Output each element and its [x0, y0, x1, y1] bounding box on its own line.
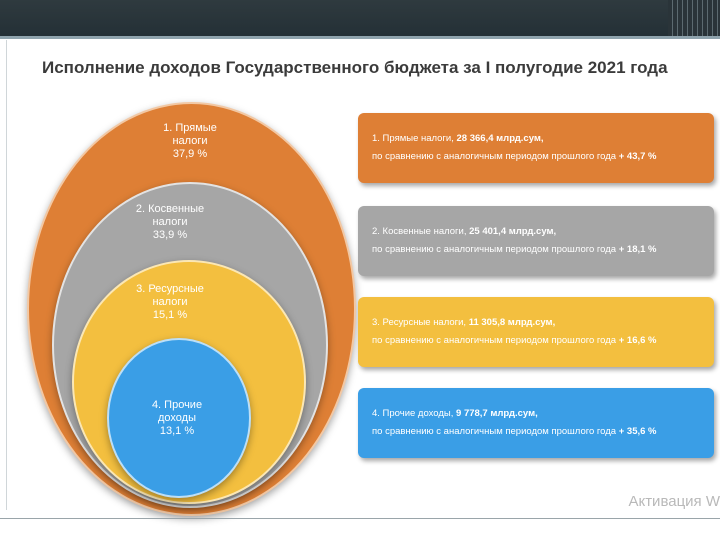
slide-header-bar [0, 0, 720, 39]
card-amount: 25 401,4 млрд.сум, [469, 226, 557, 237]
ellipse-label-share: 37,9 % [172, 148, 208, 160]
ellipse-label-share: 15,1 % [152, 309, 188, 321]
card-other-income: 4. Прочие доходы, 9 778,7 млрд.сум, по с… [358, 388, 714, 458]
card-amount: 11 305,8 млрд.сум, [468, 317, 556, 328]
card-prefix: 1. Прямые налоги, [372, 133, 457, 144]
ellipse-label-line2: налоги [152, 216, 188, 228]
card-prefix: 3. Ресурсные налоги, [372, 317, 469, 328]
activation-watermark: Активация W [628, 493, 720, 510]
slide-title: Исполнение доходов Государственного бюдж… [42, 58, 668, 77]
ellipse-label-line1: 1. Прямые [163, 122, 217, 134]
card-comparison: по сравнению с аналогичным периодом прош… [372, 151, 619, 162]
card-amount: 9 778,7 млрд.сум, [456, 408, 538, 419]
card-growth: + 35,6 % [618, 426, 657, 437]
card-direct-taxes: 1. Прямые налоги, 28 366,4 млрд.сум, по … [358, 113, 714, 183]
card-resource-taxes: 3. Ресурсные налоги, 11 305,8 млрд.сум, … [358, 297, 714, 367]
ellipse-label-line1: 3. Ресурсные [136, 283, 204, 295]
ellipse-label-line2: налоги [152, 296, 188, 308]
ellipse-label-line2: доходы [158, 412, 196, 424]
ellipse-label-other: 4. Прочие доходы 13,1 % [117, 399, 237, 438]
card-prefix: 4. Прочие доходы, [372, 408, 457, 419]
header-stripes [668, 0, 720, 36]
ellipse-label-line2: налоги [172, 135, 208, 147]
ellipse-label-direct: 1. Прямые налоги 37,9 % [130, 122, 250, 161]
card-comparison: по сравнению с аналогичным периодом прош… [372, 426, 619, 437]
left-border-line [6, 40, 7, 510]
ellipse-label-resource: 3. Ресурсные налоги 15,1 % [110, 283, 230, 322]
card-growth: + 16,6 % [618, 335, 657, 346]
ellipse-label-line1: 4. Прочие [151, 399, 203, 411]
card-prefix: 2. Косвенные налоги, [372, 226, 470, 237]
card-comparison: по сравнению с аналогичным периодом прош… [372, 335, 619, 346]
bottom-border-line [0, 518, 720, 519]
card-growth: + 18,1 % [618, 244, 657, 255]
ellipse-other-income [107, 338, 251, 498]
card-amount: 28 366,4 млрд.сум, [456, 133, 544, 144]
ellipse-label-share: 33,9 % [152, 229, 188, 241]
ellipse-label-share: 13,1 % [159, 425, 195, 437]
card-growth: + 43,7 % [618, 151, 657, 162]
ellipse-label-indirect: 2. Косвенные налоги 33,9 % [110, 203, 230, 242]
card-comparison: по сравнению с аналогичным периодом прош… [372, 244, 619, 255]
ellipse-label-line1: 2. Косвенные [135, 203, 205, 215]
card-indirect-taxes: 2. Косвенные налоги, 25 401,4 млрд.сум, … [358, 206, 714, 276]
